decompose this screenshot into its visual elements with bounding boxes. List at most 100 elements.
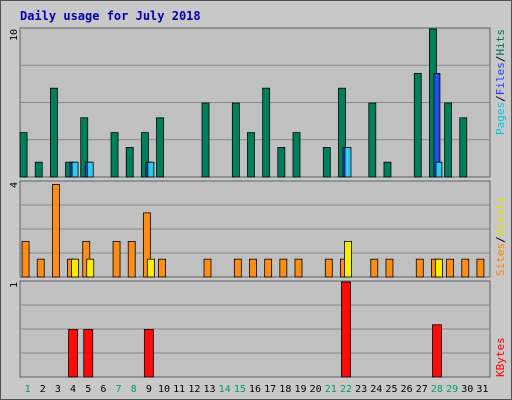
bar-hits-hits-day-19 [292,132,301,178]
legend-item-hits: Hits [494,29,507,56]
bar-visits-sites-day-21 [324,258,333,278]
bar-visits-sites-day-29 [446,258,454,278]
day-label-3: 3 [55,384,61,395]
legend-separator: / [494,236,507,243]
bar-visits-sites-day-2 [36,258,45,278]
bar-visits-visits-day-4 [71,258,79,278]
day-label-23: 23 [355,384,367,395]
bar-hits-pages-day-5 [86,161,94,178]
bar-hits-hits-day-15 [231,102,240,178]
bar-hits-files-day-28 [433,73,441,178]
bar-visits-sites-day-31 [476,258,485,278]
day-label-24: 24 [370,384,382,395]
day-labels: 1 2 3 4 5 6 7 8 9 10 11 12 13 14 15 16 17 18 19 20 21 22 23 24 2… [25,384,489,395]
bar-visits-visits-day-28 [435,258,443,278]
panel-kbytes-max-label: 1 [9,282,20,288]
legend-item-pages: Pages [494,102,507,135]
legend-item-files: Files [494,62,507,95]
bar-visits-sites-day-30 [461,258,470,278]
day-label-13: 13 [203,384,215,395]
bar-hits-hits-day-5 [80,117,89,178]
bar-visits-sites-day-25 [385,258,394,278]
legend-item-sites: Sites [494,243,507,276]
bar-hits-hits-day-17 [262,87,271,178]
day-label-30: 30 [461,384,473,395]
bar-hits-hits-day-21 [322,146,331,178]
legend-visits: Sites/Visits [494,197,507,277]
bar-visits-sites-day-7 [112,240,121,278]
bar-hits-hits-day-30 [459,117,468,178]
bar-visits-sites-day-15 [233,258,242,278]
day-label-22: 22 [340,384,352,395]
day-label-5: 5 [85,384,91,395]
bar-visits-sites-day-17 [264,258,273,278]
bar-visits-sites-day-24 [370,258,379,278]
bar-hits-pages-day-4 [71,161,79,178]
day-label-2: 2 [40,384,46,395]
bar-visits-sites-day-16 [249,258,257,278]
bar-visits-sites-day-19 [294,258,303,278]
bar-kbytes-kbytes-day-22 [341,281,351,378]
plot-area: 10 4 1 [9,27,491,378]
chart-title: Daily usage for July 2018 [20,9,201,23]
day-label-20: 20 [310,384,322,395]
day-label-28: 28 [431,384,443,395]
bar-hits-hits-day-18 [277,146,286,178]
bar-hits-hits-day-25 [383,161,392,178]
bar-hits-hits-day-7 [110,132,119,178]
bar-hits-hits-day-13 [201,102,210,178]
day-label-31: 31 [476,384,488,395]
panel-visits-max-label: 4 [9,182,20,188]
bar-hits-pages-day-9 [147,161,155,178]
bar-kbytes-kbytes-day-9 [143,329,154,378]
bar-hits-pages-day-22 [344,146,352,178]
bar-hits-hits-day-16 [247,132,255,178]
panel-hits-max-label: 10 [9,29,20,41]
bar-hits-hits-day-27 [413,73,422,178]
bar-visits-sites-day-8 [127,240,136,278]
bar-kbytes-kbytes-day-28 [432,324,442,378]
bar-hits-hits-day-10 [156,117,164,178]
day-label-16: 16 [249,384,261,395]
day-label-29: 29 [446,384,458,395]
bar-hits-hits-day-22 [338,87,346,178]
bar-hits-hits-day-2 [34,161,43,178]
day-label-19: 19 [294,384,306,395]
bar-kbytes-kbytes-day-5 [83,329,94,378]
day-label-7: 7 [116,384,122,395]
legend-item-kbytes: KBytes [494,337,507,377]
bar-visits-visits-day-22 [344,240,352,278]
day-label-21: 21 [325,384,337,395]
legend-separator: / [494,95,507,102]
day-label-6: 6 [100,384,106,395]
day-label-25: 25 [385,384,397,395]
day-label-14: 14 [219,384,231,395]
bar-visits-sites-day-13 [203,258,212,278]
bar-visits-sites-day-3 [52,183,60,278]
day-label-15: 15 [234,384,246,395]
day-label-9: 9 [146,384,152,395]
bar-hits-hits-day-3 [50,87,58,178]
bar-hits-hits-day-1 [19,132,28,178]
day-label-10: 10 [158,384,170,395]
bar-hits-pages-day-28 [435,161,443,178]
bar-hits-hits-day-9 [140,132,149,178]
day-label-12: 12 [188,384,200,395]
day-label-27: 27 [416,384,428,395]
legend-item-visits: Visits [494,197,507,237]
bar-visits-sites-day-9 [142,212,151,278]
day-label-17: 17 [264,384,276,395]
legend-hits: Pages/Files/Hits [494,29,507,135]
bar-visits-visits-day-9 [146,258,155,278]
bar-visits-visits-day-5 [86,258,95,278]
day-label-11: 11 [173,384,185,395]
bar-kbytes-kbytes-day-4 [68,329,78,378]
day-label-1: 1 [25,384,31,395]
bar-visits-sites-day-10 [158,258,166,278]
legend-separator: / [494,56,507,63]
day-label-18: 18 [279,384,291,395]
day-label-8: 8 [131,384,137,395]
bar-hits-hits-day-8 [125,146,134,178]
